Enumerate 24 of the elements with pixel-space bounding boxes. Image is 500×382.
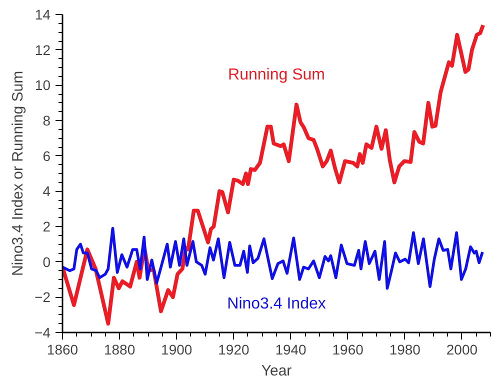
y-tick-label: −4 [34,324,51,340]
y-tick-label: −2 [34,289,51,306]
y-tick-label: 14 [34,6,51,22]
line-series [62,23,485,326]
x-tick-label: 1920 [218,342,250,358]
x-tick-label: 1900 [161,342,192,358]
x-tick-label: 1980 [389,342,421,358]
text: Running Sum [228,66,325,84]
x-axis-title: Year [261,362,292,380]
y-tick-label: 8 [42,112,51,128]
y-tick-label: 2 [42,218,51,234]
x-tick-label: 1860 [46,342,78,358]
series-label: Nino3.4 Index [227,295,326,312]
x-tick-label: 1960 [332,342,364,358]
y-tick-label: 10 [34,77,51,94]
y-tick-label: 4 [42,183,51,200]
y-tick-label: 0 [42,254,51,270]
line-series [62,226,484,290]
y-tick-label: 6 [42,148,51,164]
x-tick-label: 1880 [104,342,136,358]
x-tick-label: 1940 [275,342,307,358]
y-tick-label: 12 [34,42,51,58]
y-axis-title: Nino3.4 Index or Running Sum [10,70,27,276]
x-tick-label: 2000 [446,342,478,358]
